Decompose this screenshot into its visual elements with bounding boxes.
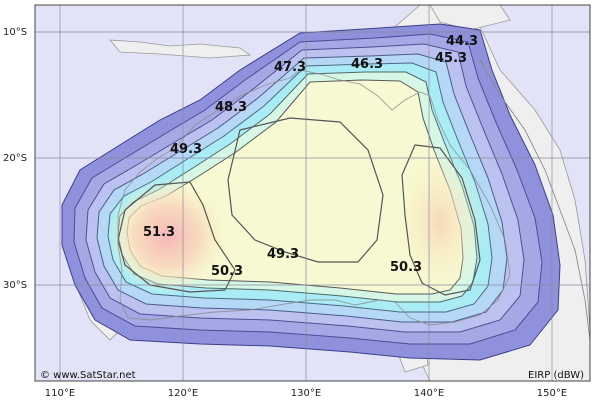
contour-inner-west (117, 181, 236, 293)
contour-inner-east (401, 144, 481, 296)
graticule (35, 5, 590, 381)
lon-label-130e: 130°E (291, 388, 321, 399)
peak-east-glow (395, 147, 485, 297)
contour-label-46-3: 46.3 (351, 57, 383, 72)
lon-label-140e: 140°E (414, 388, 444, 399)
lon-label-110e: 110°E (45, 388, 75, 399)
map-frame (34, 4, 591, 382)
lon-label-150e: 150°E (537, 388, 567, 399)
lon-label-120e: 120°E (168, 388, 198, 399)
legend-unit-text: EIRP (dBW) (528, 370, 584, 381)
east-land-coast (479, 59, 590, 341)
contour-label-50-3-east: 50.3 (390, 260, 422, 275)
lat-label-10s: 10°S (3, 27, 27, 38)
lat-label-20s: 20°S (3, 153, 27, 164)
indonesia-islands (109, 39, 252, 59)
contour-inner-center (227, 117, 384, 263)
peak-west-glow (108, 178, 228, 294)
contour-label-45-3: 45.3 (435, 51, 467, 66)
contour-label-44-3: 44.3 (446, 34, 478, 49)
contour-label-49-3-center: 49.3 (267, 247, 299, 262)
papua-coast (429, 5, 511, 31)
contour-label-50-3-west: 50.3 (211, 264, 243, 279)
coastline (117, 69, 511, 326)
contour-label-51-3: 51.3 (143, 225, 175, 240)
contour-label-48-3: 48.3 (215, 100, 247, 115)
credit-text: © www.SatStar.net (40, 370, 136, 381)
contour-label-49-3-north: 49.3 (170, 142, 202, 157)
lat-label-30s: 30°S (3, 280, 27, 291)
contour-label-47-3: 47.3 (274, 60, 306, 75)
